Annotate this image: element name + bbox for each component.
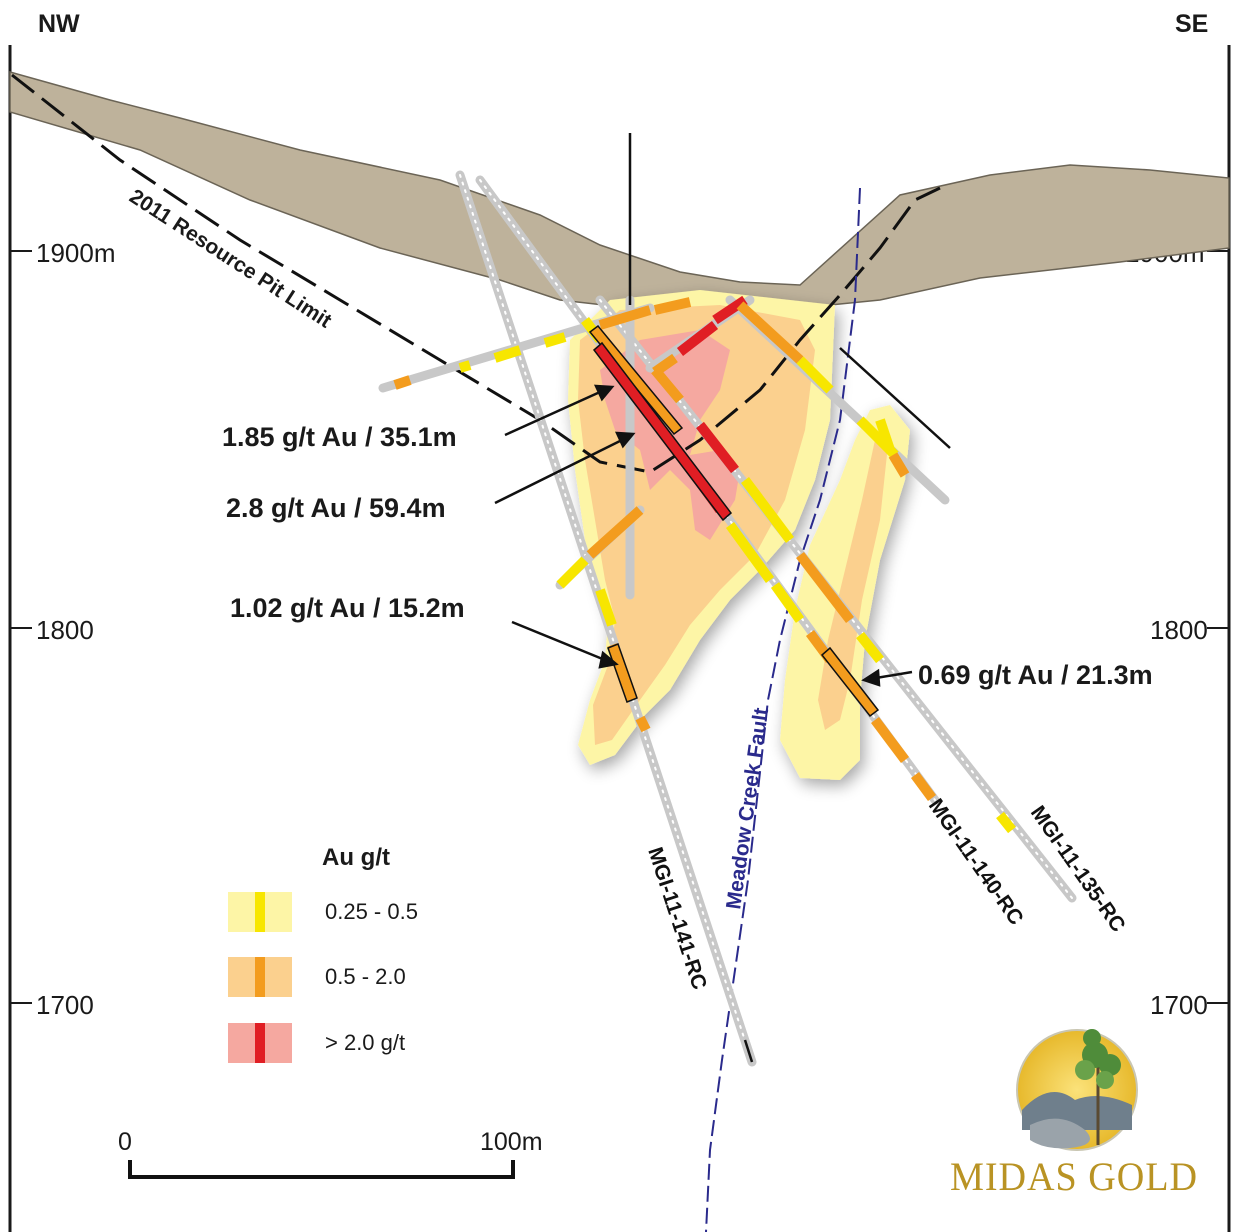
- overburden-layer: [9, 71, 1230, 309]
- composite-box-2-8: [592, 341, 733, 522]
- elevation-label-right-1700: 1700: [1150, 990, 1208, 1020]
- legend-label-high: > 2.0 g/t: [325, 1030, 405, 1055]
- scale-bar-start: 0: [118, 1128, 132, 1156]
- intercept-label-4: 0.69 g/t Au / 21.3m: [918, 660, 1153, 690]
- legend-title: Au g/t: [322, 844, 390, 871]
- meadow-creek-fault: [705, 187, 861, 1232]
- collar-line-southeast: [839, 347, 951, 449]
- direction-nw: NW: [38, 10, 80, 38]
- intercept-label-3: 1.02 g/t Au / 15.2m: [230, 593, 465, 623]
- composite-box-1-02: [607, 643, 638, 703]
- legend-label-mid: 0.5 - 2.0: [325, 964, 406, 989]
- intercept-label-2: 2.8 g/t Au / 59.4m: [226, 493, 446, 523]
- legend: Au g/t 0.25 - 0.5 0.5 - 2.0 > 2.0 g/t: [228, 844, 418, 1063]
- legend-item-high: > 2.0 g/t: [228, 1023, 405, 1063]
- callout-arrows: [494, 384, 913, 687]
- fault-label: Meadow Creek Fault: [722, 706, 773, 910]
- composite-intercepts: [588, 324, 880, 718]
- logo-text: MIDAS GOLD: [950, 1154, 1198, 1199]
- drill-hole-label-140: MGI-11-140-RC: [924, 795, 1028, 930]
- scale-bar: 0 100m: [118, 1128, 543, 1179]
- midas-gold-logo: MIDAS GOLD: [950, 1029, 1198, 1199]
- legend-label-low: 0.25 - 0.5: [325, 899, 418, 924]
- legend-item-mid: 0.5 - 2.0: [228, 957, 406, 997]
- elevation-label-left-1700: 1700: [36, 990, 94, 1020]
- collar-line-141-end: [743, 1039, 754, 1063]
- legend-item-low: 0.25 - 0.5: [228, 892, 418, 932]
- pit-limit-line: [11, 73, 941, 474]
- elevation-label-left-1900: 1900m: [36, 238, 116, 268]
- drill-hole-label-135: MGI-11-135-RC: [1026, 802, 1130, 937]
- elevation-label-left-1800: 1800: [36, 615, 94, 645]
- direction-se: SE: [1175, 10, 1208, 38]
- composite-box-0-69: [820, 646, 880, 718]
- elevation-label-right-1800: 1800: [1150, 615, 1208, 645]
- intercept-label-1: 1.85 g/t Au / 35.1m: [222, 422, 457, 452]
- scale-bar-end: 100m: [480, 1128, 543, 1156]
